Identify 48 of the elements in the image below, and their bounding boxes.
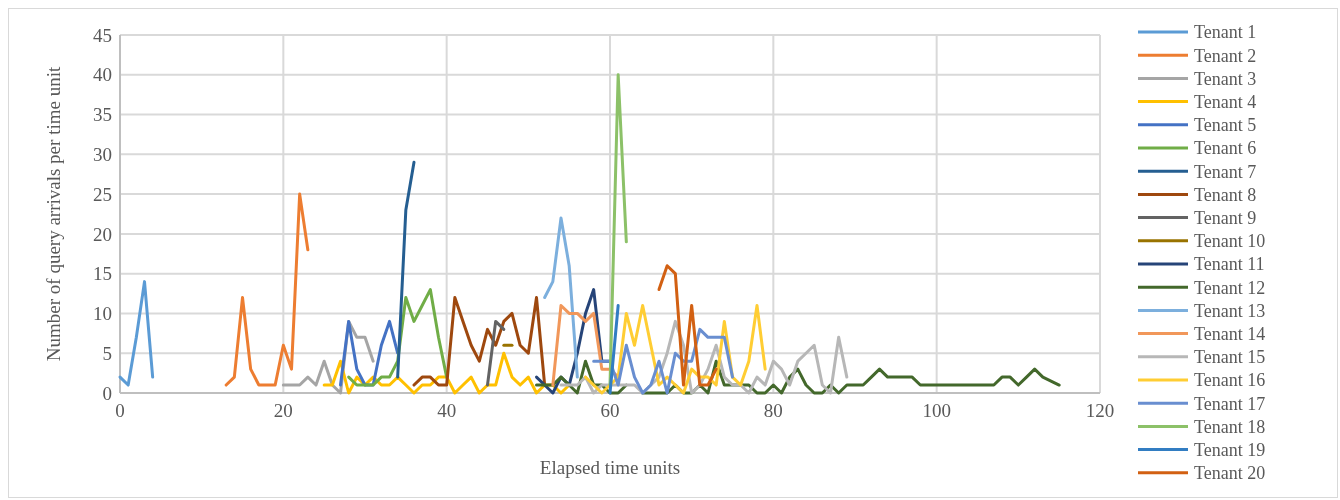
legend-label: Tenant 20	[1194, 463, 1266, 484]
line-series	[657, 264, 718, 387]
line-series	[592, 327, 734, 395]
y-tick-label: 10	[93, 303, 112, 325]
line-series	[551, 303, 620, 387]
x-tick-label: 100	[922, 400, 951, 421]
legend-label: Tenant 8	[1194, 184, 1257, 205]
x-tick-label: 60	[600, 400, 620, 421]
legend-label: Tenant 16	[1194, 370, 1266, 391]
legend-label: Tenant 13	[1194, 300, 1266, 321]
y-tick-label: 30	[93, 143, 112, 165]
y-tick-label: 40	[93, 64, 112, 86]
legend-label: Tenant 9	[1194, 207, 1257, 228]
y-axis-title: Number of query arrivals per time unit	[43, 66, 64, 362]
y-tick-label: 0	[102, 382, 112, 404]
line-series	[339, 319, 400, 387]
y-tick-label: 45	[93, 24, 112, 46]
legend-label: Tenant 6	[1194, 138, 1257, 159]
y-tick-label: 25	[93, 183, 112, 205]
legend-label: Tenant 19	[1194, 439, 1266, 460]
legend-label: Tenant 12	[1194, 277, 1266, 298]
x-tick-label: 40	[437, 400, 457, 421]
legend-label: Tenant 11	[1194, 254, 1265, 275]
legend-label: Tenant 18	[1194, 416, 1266, 437]
legend-label: Tenant 14	[1194, 323, 1266, 344]
x-tick-label: 20	[273, 400, 293, 421]
legend-label: Tenant 17	[1194, 393, 1266, 414]
x-tick-label: 0	[115, 400, 125, 421]
legend-label: Tenant 15	[1194, 347, 1266, 368]
legend-label: Tenant 10	[1194, 231, 1266, 252]
y-tick-label: 20	[93, 223, 112, 245]
x-tick-label: 120	[1085, 400, 1115, 421]
legend-label: Tenant 5	[1194, 115, 1257, 136]
line-series	[118, 280, 155, 387]
legend-label: Tenant 3	[1194, 68, 1257, 89]
x-tick-label: 80	[763, 400, 783, 421]
legend-label: Tenant 7	[1194, 161, 1257, 182]
y-tick-label: 35	[93, 104, 112, 126]
y-tick-label: 5	[102, 342, 112, 364]
line-series	[224, 192, 310, 387]
line-series	[412, 296, 547, 387]
line-series	[543, 216, 579, 379]
legend-label: Tenant 4	[1194, 91, 1257, 112]
x-axis-title: Elapsed time units	[539, 457, 681, 478]
legend-label: Tenant 1	[1194, 22, 1257, 43]
y-tick-label: 15	[93, 263, 112, 285]
line-series	[584, 303, 767, 395]
legend-label: Tenant 2	[1194, 45, 1257, 66]
